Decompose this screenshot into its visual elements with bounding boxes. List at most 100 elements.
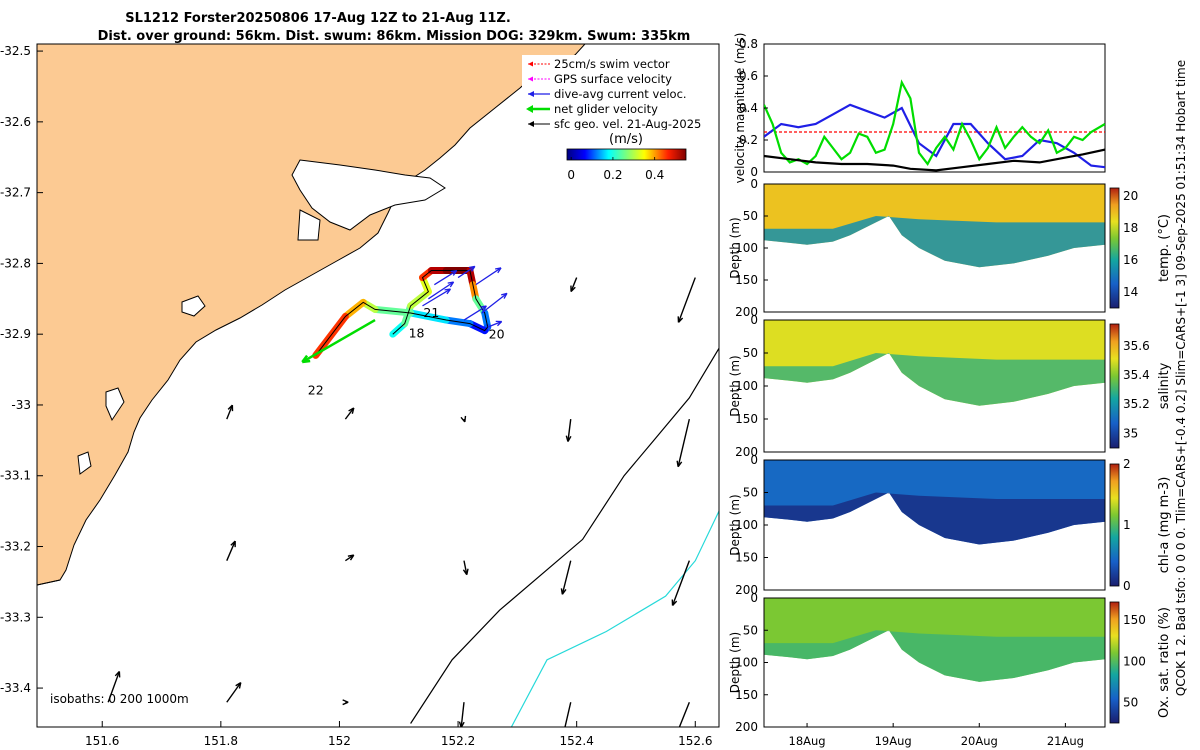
current-vector-arrow-shaft [481, 292, 508, 314]
section-deep-layer [764, 630, 1105, 682]
section-x-tick-label: 21Aug [1047, 734, 1084, 748]
section-y-label: Depth (m) [728, 355, 742, 416]
section-y-tick-label: 50 [743, 209, 758, 223]
section-y-tick-label: 100 [735, 379, 758, 393]
geo-vector-arrow [462, 560, 469, 576]
section-y-label: Depth (m) [728, 494, 742, 555]
geo-vector-arrow [107, 670, 121, 703]
geo-vector-arrow-shaft [564, 702, 572, 727]
geo-vector-arrow-shaft [463, 560, 468, 575]
track-line [315, 270, 489, 356]
geo-vector-arrow-head [348, 407, 355, 414]
speed-colorbar-label: (m/s) [609, 132, 643, 147]
current-vector-arrow-shaft [487, 320, 502, 328]
geo-vector-arrow-head [460, 415, 467, 423]
section-x-tick-label: 19Aug [875, 734, 912, 748]
geostrophic-vectors [107, 277, 696, 727]
section-deep-layer [764, 353, 1105, 406]
map-x-tick-label: 151.6 [85, 734, 119, 748]
geo-vector-arrow [564, 702, 572, 727]
geo-vector-arrow-head [560, 588, 567, 595]
section-y-tick-label: 150 [735, 688, 758, 702]
geo-vector-arrow-head [671, 599, 678, 606]
map-y-tick-label: -32.9 [0, 327, 31, 341]
day-labels: 18 20 21 22 [308, 305, 505, 397]
magenta-dotted-arrow-icon [528, 76, 533, 82]
section-colorbar-tick-label: 16 [1123, 253, 1138, 267]
section-y-tick-label: 200 [735, 583, 758, 597]
section-colorbar-tick-label: 20 [1123, 189, 1138, 203]
section-y-tick-label: 150 [735, 273, 758, 287]
section-colorbar-tick-label: 35 [1123, 426, 1138, 440]
section-y-tick-label: 50 [743, 486, 758, 500]
isobath-200m [410, 347, 719, 724]
legend-net-velocity: net glider velocity [526, 102, 658, 116]
isobath-label: isobaths: 0 200 1000m [50, 692, 189, 706]
day-label: 21 [423, 305, 439, 320]
speed-colorbar-tick-label: 0 [567, 168, 575, 182]
section-colorbar [1109, 601, 1120, 724]
section-y-tick-label: 150 [735, 412, 758, 426]
section-x-tick-label: 18Aug [789, 734, 826, 748]
section-colorbar-tick-label: 50 [1123, 695, 1138, 709]
speed-colorbar-tick-label: 0.2 [603, 168, 622, 182]
geo-vector-arrow-shaft [107, 671, 121, 703]
qc-side-note: QCOK 1 2. Bad tsfo: 0 0 0 0. Tlim=CARS+[… [1174, 60, 1188, 696]
geo-vector-arrow [677, 277, 696, 323]
geo-vector-arrow-head [677, 316, 684, 323]
section-y-tick-label: 50 [743, 623, 758, 637]
current-vector-arrow-head [495, 320, 503, 327]
velocity-y-tick-label: 0 [750, 165, 758, 179]
geo-vector-arrow [344, 554, 355, 562]
current-vector-arrow-head [444, 288, 452, 295]
map-x-tick-label: 152.4 [559, 734, 593, 748]
lake-3 [181, 295, 206, 317]
section-field [764, 598, 1105, 682]
current-vector-arrow-head [501, 292, 508, 299]
title-line-2: Dist. over ground: 56km. Dist. swum: 86k… [98, 29, 691, 44]
velocity-panel: 0 0.2 0.4 0.6 0.8 velocity magnitude (m/s) [733, 33, 1106, 183]
section-deep-layer [764, 492, 1105, 545]
section-field [764, 460, 1105, 545]
section-y-label: Depth (m) [728, 217, 742, 278]
black-arrow-icon [528, 121, 534, 127]
current-vector-arrow-head [480, 305, 487, 312]
velocity-y-tick-label: 0.2 [739, 133, 758, 147]
map-y-tick-label: -32.5 [0, 44, 31, 58]
title-line-1: SL1212 Forster20250806 17-Aug 12Z to 21-… [125, 11, 511, 26]
section-panel-salinity-section: 0 50 100 150 200 Depth (m) 35 35.2 35.4 35.6 salin… [728, 313, 1172, 459]
day-label: 18 [409, 326, 425, 341]
geo-vector-arrow [570, 277, 578, 293]
velocity-y-tick-label: 0.6 [739, 69, 758, 83]
current-vector-arrow [457, 265, 476, 279]
section-y-tick-label: 0 [750, 313, 758, 327]
current-vector-arrow-shaft [463, 305, 487, 321]
legend-label-geo: sfc geo. vel. 21-Aug-2025 [554, 117, 701, 131]
speed-colorbar-tick-label: 0.4 [645, 168, 664, 182]
section-y-tick-label: 200 [735, 305, 758, 319]
section-colorbar-tick-label: 18 [1123, 221, 1138, 235]
geo-vector-arrow-shaft [226, 540, 236, 561]
day-label: 20 [489, 326, 505, 341]
blue-arrow-icon [528, 91, 534, 97]
section-field [764, 184, 1105, 268]
isobath-lines [410, 347, 719, 727]
geo-vector-arrow [565, 419, 572, 442]
red-dotted-arrow-icon [528, 61, 533, 67]
current-vector-arrow-head [495, 267, 502, 274]
geo-vector-arrow-head [114, 670, 121, 678]
geo-vector-arrow-shaft [344, 407, 355, 420]
geo-vector-arrow-shaft [460, 702, 465, 727]
speed-colorbar: (m/s) 0 0.2 0.4 [520, 130, 716, 182]
lake-1 [291, 159, 446, 231]
geo-vector-arrow-head [230, 540, 236, 548]
section-panel-chlorophyll-section: 0 50 100 150 200 Depth (m) 0 1 2 chl-a (mg m-3) [728, 453, 1172, 597]
section-y-tick-label: 200 [735, 720, 758, 734]
map-legend: 25cm/s swim vector GPS surface velocity … [522, 55, 712, 138]
current-vector-arrow-shaft [433, 270, 458, 286]
map-x-axis: 151.6 151.8 152 152.2 152.4 152.6 [85, 721, 712, 748]
geo-vector-arrow-shaft [677, 418, 691, 467]
geo-vector-arrow-head [676, 460, 683, 468]
geo-vector-arrow-shaft [677, 277, 696, 323]
